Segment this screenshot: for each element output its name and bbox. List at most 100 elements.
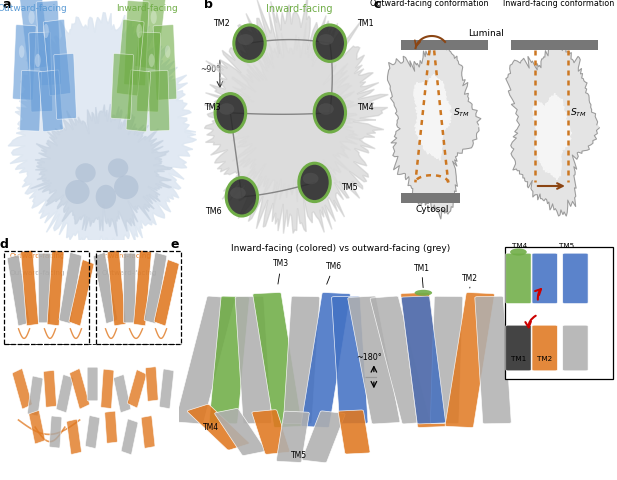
Ellipse shape: [415, 290, 432, 296]
FancyBboxPatch shape: [69, 260, 94, 326]
FancyBboxPatch shape: [148, 71, 170, 131]
FancyBboxPatch shape: [85, 416, 100, 448]
FancyBboxPatch shape: [13, 24, 36, 100]
FancyBboxPatch shape: [401, 296, 445, 424]
FancyBboxPatch shape: [141, 416, 155, 448]
FancyBboxPatch shape: [128, 370, 146, 408]
Text: Outward-facing: Outward-facing: [9, 253, 65, 259]
Ellipse shape: [136, 24, 143, 38]
FancyBboxPatch shape: [56, 375, 73, 412]
Text: TM3: TM3: [273, 259, 289, 284]
FancyBboxPatch shape: [563, 325, 588, 371]
Text: Luminal: Luminal: [468, 29, 503, 38]
FancyBboxPatch shape: [36, 0, 62, 86]
FancyBboxPatch shape: [29, 410, 45, 444]
Text: Inward-facing: Inward-facing: [266, 4, 333, 13]
FancyBboxPatch shape: [39, 70, 63, 132]
Ellipse shape: [65, 180, 89, 204]
Polygon shape: [226, 23, 363, 208]
Bar: [401, 193, 460, 203]
Text: Cytosol: Cytosol: [415, 205, 449, 215]
FancyBboxPatch shape: [401, 292, 446, 428]
Text: TM1: TM1: [511, 356, 526, 362]
Polygon shape: [202, 0, 388, 234]
Text: a: a: [2, 0, 10, 11]
FancyBboxPatch shape: [215, 408, 266, 456]
Ellipse shape: [230, 187, 246, 199]
Ellipse shape: [75, 163, 96, 182]
FancyBboxPatch shape: [54, 53, 77, 120]
FancyBboxPatch shape: [253, 292, 302, 428]
Ellipse shape: [299, 163, 330, 202]
FancyBboxPatch shape: [43, 371, 57, 407]
Text: TM5: TM5: [559, 243, 574, 250]
Ellipse shape: [28, 11, 35, 24]
Ellipse shape: [19, 45, 25, 58]
Text: TM2: TM2: [537, 356, 552, 362]
FancyBboxPatch shape: [49, 416, 62, 448]
Polygon shape: [8, 12, 196, 252]
Ellipse shape: [510, 249, 527, 255]
FancyBboxPatch shape: [159, 369, 174, 408]
FancyBboxPatch shape: [70, 369, 89, 409]
FancyBboxPatch shape: [144, 252, 167, 324]
Text: Outward-facing: Outward-facing: [0, 4, 67, 12]
Text: Inward-facing conformation: Inward-facing conformation: [503, 0, 614, 8]
FancyBboxPatch shape: [126, 70, 151, 132]
Text: b: b: [204, 0, 212, 11]
Ellipse shape: [303, 173, 318, 184]
Ellipse shape: [219, 103, 234, 115]
FancyBboxPatch shape: [475, 296, 511, 424]
Text: $S_{TM}$: $S_{TM}$: [453, 106, 470, 119]
Polygon shape: [414, 74, 451, 160]
FancyBboxPatch shape: [506, 253, 531, 304]
Bar: [511, 39, 598, 50]
FancyBboxPatch shape: [506, 325, 531, 371]
FancyBboxPatch shape: [67, 419, 81, 455]
Text: TM2: TM2: [213, 20, 230, 28]
Text: Inward-facing (colored) vs outward-facing (grey): Inward-facing (colored) vs outward-facin…: [231, 244, 450, 252]
FancyBboxPatch shape: [38, 253, 51, 323]
Text: TM6: TM6: [205, 207, 222, 216]
Text: TM5: TM5: [291, 451, 307, 460]
Text: TM1: TM1: [357, 20, 373, 28]
Text: Outward-facing: Outward-facing: [9, 270, 65, 276]
Text: d: d: [0, 238, 9, 251]
Ellipse shape: [149, 54, 154, 67]
FancyBboxPatch shape: [21, 250, 38, 326]
Ellipse shape: [314, 25, 346, 61]
FancyBboxPatch shape: [101, 369, 114, 408]
FancyBboxPatch shape: [563, 253, 588, 304]
FancyBboxPatch shape: [431, 296, 463, 424]
Ellipse shape: [35, 54, 41, 67]
Text: $S_{TM}$: $S_{TM}$: [570, 106, 587, 119]
Text: Inward-facing: Inward-facing: [102, 253, 151, 259]
Ellipse shape: [43, 24, 49, 38]
FancyBboxPatch shape: [87, 367, 98, 401]
FancyBboxPatch shape: [209, 296, 249, 424]
FancyBboxPatch shape: [93, 252, 118, 324]
Text: TM4: TM4: [512, 243, 527, 250]
FancyBboxPatch shape: [59, 252, 81, 324]
FancyBboxPatch shape: [301, 292, 350, 428]
Polygon shape: [387, 42, 481, 219]
Ellipse shape: [96, 185, 116, 209]
Text: TM3: TM3: [204, 104, 220, 112]
FancyBboxPatch shape: [107, 250, 126, 326]
FancyBboxPatch shape: [153, 24, 176, 100]
Ellipse shape: [314, 94, 346, 132]
Ellipse shape: [151, 11, 157, 24]
FancyBboxPatch shape: [302, 411, 345, 463]
Ellipse shape: [165, 45, 170, 58]
FancyBboxPatch shape: [123, 253, 136, 323]
FancyBboxPatch shape: [12, 369, 32, 409]
FancyBboxPatch shape: [124, 0, 149, 86]
FancyBboxPatch shape: [532, 253, 557, 304]
Ellipse shape: [238, 34, 254, 45]
FancyBboxPatch shape: [117, 19, 144, 96]
Ellipse shape: [226, 178, 257, 216]
Polygon shape: [532, 93, 571, 180]
Ellipse shape: [318, 103, 334, 115]
Text: TM2: TM2: [462, 274, 478, 283]
FancyBboxPatch shape: [331, 296, 368, 424]
